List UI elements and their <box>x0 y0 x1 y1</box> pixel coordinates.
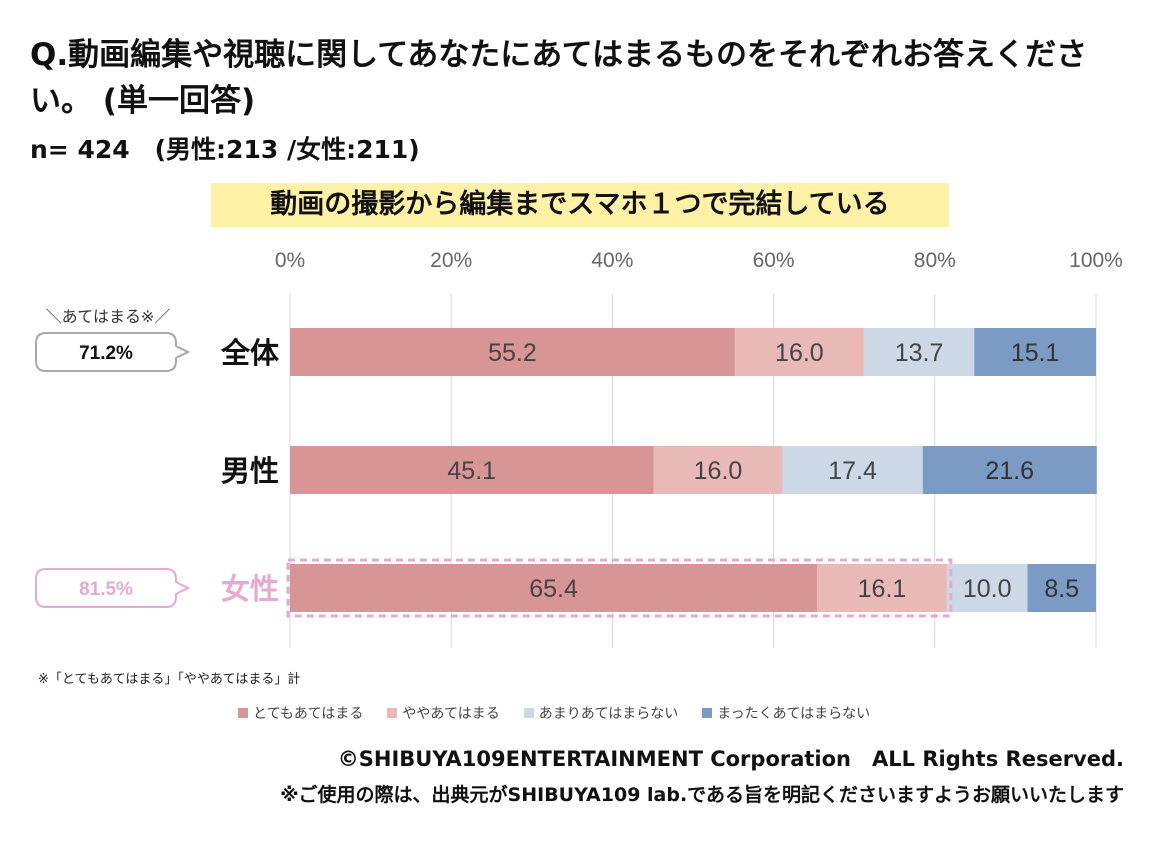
summary-value: 71.2% <box>79 343 133 364</box>
data-label: 16.0 <box>694 457 743 485</box>
bar-segment <box>1027 564 1096 612</box>
data-label: 16.0 <box>775 339 824 367</box>
legend-swatch <box>238 708 248 718</box>
data-label: 17.4 <box>828 457 877 485</box>
highlight-outline <box>286 558 953 618</box>
bar-segment <box>946 564 1028 612</box>
bar-segment <box>734 328 864 376</box>
legend-label: あまりあてはまらない <box>538 706 679 722</box>
summary-callout <box>35 332 191 372</box>
sample-size: n= 424 (男性:213 /女性:211) <box>30 135 420 164</box>
usage-note: ※ご使用の際は、出典元がSHIBUYA109 lab.である旨を明記くださいます… <box>280 784 1124 806</box>
legend-swatch <box>702 708 713 718</box>
data-label: 16.1 <box>858 575 907 603</box>
bar-segment <box>974 328 1096 376</box>
bar-segment <box>290 446 654 494</box>
chart-title: 動画の撮影から編集までスマホ１つで完結している <box>211 183 949 227</box>
x-tick-label: 40% <box>591 249 633 272</box>
copyright: ©SHIBUYA109ENTERTAINMENT Corporation ALL… <box>337 747 1124 771</box>
legend-swatch <box>387 708 398 718</box>
data-label: 13.7 <box>895 339 944 367</box>
x-tick-label: 100% <box>1069 249 1123 272</box>
data-label: 65.4 <box>529 575 578 603</box>
category-label: 全体 <box>220 336 280 370</box>
data-label: 10.0 <box>963 575 1012 603</box>
legend-item: とてもあてはまる <box>238 703 363 723</box>
legend-label: ややあてはまる <box>402 706 500 722</box>
data-label: 45.1 <box>447 457 496 485</box>
bar-segment <box>782 446 923 494</box>
data-label: 21.6 <box>985 457 1034 485</box>
chart-legend: とてもあてはまる ややあてはまる あまりあてはまらない まったくあてはまらない <box>238 703 870 723</box>
category-label: 男性 <box>221 454 279 488</box>
legend-swatch <box>523 708 534 718</box>
category-label: 女性 <box>221 572 279 606</box>
legend-label: まったくあてはまらない <box>717 706 871 722</box>
legend-label: とてもあてはまる <box>253 706 364 722</box>
data-label: 8.5 <box>1044 575 1079 603</box>
footnote: ※「とてもあてはまる」「ややあてはまる」計 <box>38 672 301 687</box>
bar-segment <box>653 446 783 494</box>
bar-segment <box>817 564 947 612</box>
legend-item: あまりあてはまらない <box>523 703 679 723</box>
summary-value: 81.5% <box>79 579 133 600</box>
data-label: 15.1 <box>1011 339 1060 367</box>
x-tick-label: 80% <box>914 249 956 272</box>
bar-segment <box>290 328 735 376</box>
legend-item: ややあてはまる <box>387 703 500 723</box>
bar-segment <box>863 328 975 376</box>
summary-header: ＼あてはまる※／ <box>46 307 171 326</box>
x-tick-label: 0% <box>275 249 305 272</box>
data-label: 55.2 <box>488 339 537 367</box>
bar-segment <box>290 564 818 612</box>
legend-item: まったくあてはまらない <box>702 703 870 723</box>
x-tick-label: 60% <box>753 249 795 272</box>
question-title: Q.動画編集や視聴に関してあなたにあてはまるものをそれぞれお答えください。 (単… <box>30 37 1088 119</box>
summary-callout <box>35 568 191 608</box>
stacked-bar-chart: 0% 20% 40% 60% 80% 100% 全体 55.2 16.0 13.7 15.1 男性 45… <box>35 249 1123 648</box>
x-tick-label: 20% <box>430 249 472 272</box>
bar-segment <box>922 446 1097 494</box>
